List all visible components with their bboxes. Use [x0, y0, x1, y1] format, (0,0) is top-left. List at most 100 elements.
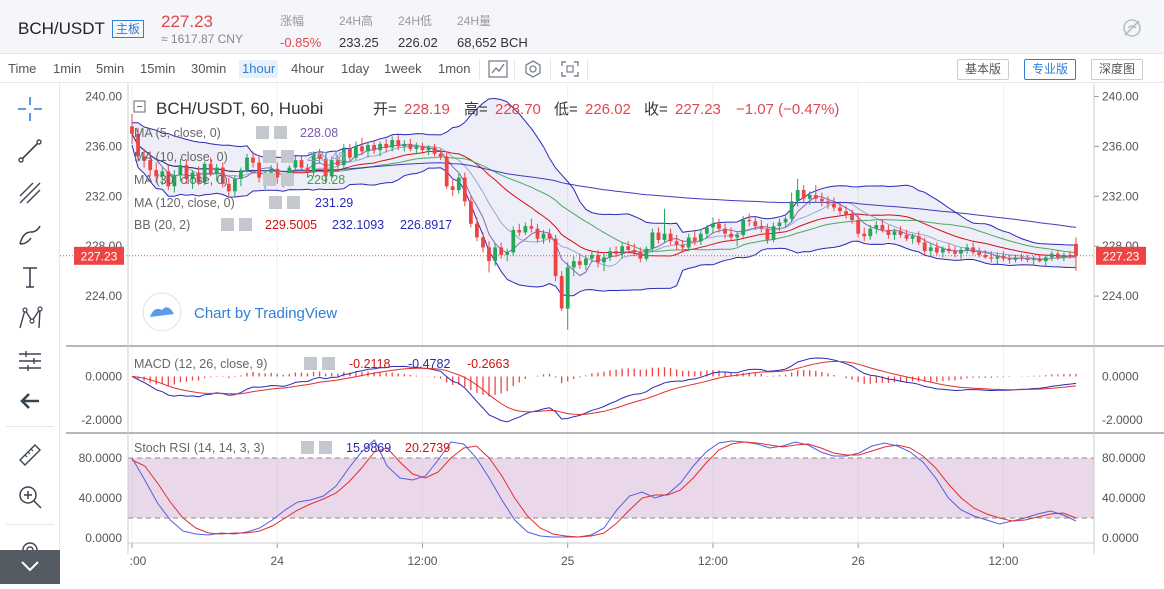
indicator-name: MA (30, close, 0) — [134, 173, 228, 187]
close-icon[interactable] — [281, 150, 294, 163]
ohlc-low-value: 226.02 — [585, 101, 631, 118]
candle-body — [922, 242, 927, 252]
pitchfork-icon[interactable] — [15, 178, 45, 208]
stoch-tick-label: 40.0000 — [1102, 491, 1146, 505]
settings-icon[interactable] — [256, 126, 269, 139]
stat-label: 涨幅 — [280, 14, 305, 28]
close-icon[interactable] — [322, 357, 335, 370]
pattern-icon[interactable] — [15, 304, 45, 334]
settings-icon[interactable] — [221, 218, 234, 231]
candle-body — [862, 233, 867, 237]
tf-1mon[interactable]: 1mon — [438, 61, 471, 76]
indicator-row-bb: BB (20, 2) 229.5005 232.1093 226.8917 — [134, 218, 452, 232]
candle-body — [487, 247, 491, 262]
candle-body — [698, 233, 703, 242]
candle-body — [396, 140, 401, 147]
candle-body — [668, 233, 673, 242]
tf-5min[interactable]: 5min — [96, 61, 125, 76]
tf-1min[interactable]: 1min — [53, 61, 82, 76]
tf-1hour[interactable]: 1hour — [239, 60, 279, 78]
indicators-icon[interactable] — [522, 59, 544, 79]
stat-label: 24H低 — [398, 14, 433, 28]
indicator-name: MA (10, close, 0) — [134, 150, 228, 164]
candle-body — [269, 168, 274, 173]
zoom-in-icon[interactable] — [15, 482, 45, 512]
candle-body — [910, 236, 915, 239]
close-icon[interactable] — [239, 218, 252, 231]
stoch-legend: Stoch RSI (14, 14, 3, 3) 15.9869 20.2739 — [134, 441, 450, 455]
candle-body — [638, 252, 643, 259]
candle-body — [378, 143, 382, 151]
candle-body — [820, 198, 824, 202]
x-tick-label: :00 — [130, 554, 147, 568]
candle-body — [493, 247, 497, 262]
candle-body — [529, 226, 534, 229]
settings-icon[interactable] — [301, 441, 314, 454]
candle-body — [481, 237, 485, 248]
y-tick-label: 240.00 — [1102, 89, 1139, 103]
back-arrow-icon[interactable] — [15, 386, 45, 416]
candle-body — [959, 249, 963, 254]
candle-body — [856, 220, 861, 234]
candle-body — [257, 162, 261, 178]
close-icon[interactable] — [319, 441, 332, 454]
candle-body — [705, 227, 709, 234]
candle-body — [995, 256, 1000, 259]
collapse-legend-icon[interactable] — [133, 100, 146, 113]
last-price: 227.23 — [161, 12, 213, 31]
fullscreen-icon[interactable] — [559, 59, 581, 79]
candle-body — [251, 157, 255, 163]
candle-body — [686, 237, 691, 248]
macd-legend: MACD (12, 26, close, 9) -0.2118 -0.4782 … — [134, 357, 509, 371]
market-badge: 主板 — [112, 20, 145, 38]
close-icon[interactable] — [287, 196, 300, 209]
indicator-row-ma120: MA (120, close, 0) 231.29 — [134, 196, 353, 210]
tf-15min[interactable]: 15min — [140, 61, 176, 76]
chevron-down-icon[interactable] — [0, 550, 60, 584]
candle-body — [1049, 253, 1054, 258]
settings-icon[interactable] — [269, 196, 282, 209]
close-icon[interactable] — [281, 173, 294, 186]
pro-version-button[interactable]: 专业版 — [1024, 59, 1077, 80]
ruler-icon[interactable] — [15, 440, 45, 470]
settings-icon[interactable] — [263, 173, 276, 186]
hide-eye-icon[interactable] — [1120, 16, 1144, 40]
candle-body — [535, 228, 540, 239]
candle-body — [1043, 257, 1048, 262]
tf-time[interactable]: Time — [8, 61, 37, 76]
tf-4hour[interactable]: 4hour — [291, 61, 325, 76]
candle-body — [577, 261, 582, 265]
stat-label: 24H量 — [457, 14, 492, 28]
tf-1day[interactable]: 1day — [341, 61, 370, 76]
tradingview-watermark[interactable]: Chart by TradingView — [142, 292, 337, 332]
close-icon[interactable] — [274, 126, 287, 139]
trend-line-icon[interactable] — [15, 136, 45, 166]
y-tick-label: 240.00 — [85, 89, 122, 103]
candle-body — [965, 247, 969, 250]
basic-version-button[interactable]: 基本版 — [957, 59, 1010, 80]
candle-body — [348, 148, 352, 158]
candle-body — [717, 223, 721, 229]
crosshair-icon[interactable] — [15, 94, 45, 124]
depth-chart-button[interactable]: 深度图 — [1091, 59, 1144, 80]
settings-icon[interactable] — [304, 357, 317, 370]
macd-tick-label: 0.0000 — [85, 369, 122, 383]
stat-value: 233.25 — [339, 35, 379, 50]
candle-body — [753, 221, 758, 227]
measure-tool-icon[interactable] — [15, 346, 45, 376]
ohlc-close-value: 227.23 — [675, 101, 721, 118]
candle-body — [680, 244, 685, 248]
brush-icon[interactable] — [15, 220, 45, 250]
chart-style-icon[interactable] — [487, 59, 509, 79]
tf-30min[interactable]: 30min — [191, 61, 227, 76]
collapse-bar[interactable] — [0, 550, 60, 584]
settings-icon[interactable] — [263, 150, 276, 163]
candle-body — [850, 215, 854, 220]
tf-1week[interactable]: 1week — [384, 61, 422, 76]
text-tool-icon[interactable] — [15, 262, 45, 292]
macd-pane — [131, 357, 1077, 423]
candle-body — [620, 246, 625, 254]
candle-body — [190, 172, 195, 179]
